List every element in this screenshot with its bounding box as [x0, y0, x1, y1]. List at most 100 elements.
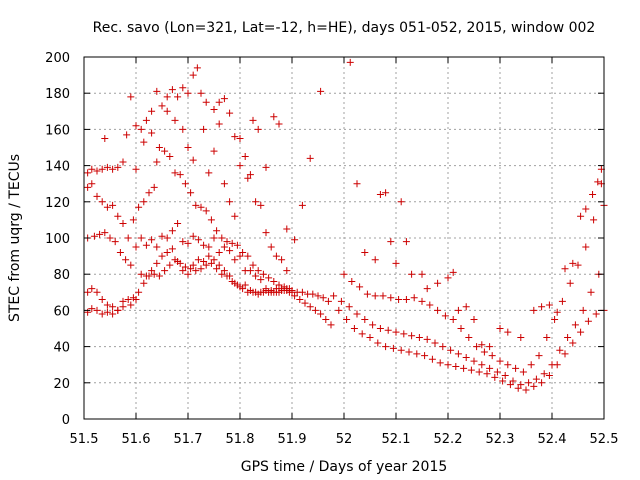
data-point: [272, 252, 280, 260]
data-point: [132, 296, 140, 304]
data-point: [158, 232, 166, 240]
data-point: [397, 198, 405, 206]
data-point: [514, 384, 522, 392]
data-point: [306, 303, 314, 311]
data-point: [140, 279, 148, 287]
data-point: [421, 352, 429, 360]
data-point: [462, 353, 470, 361]
data-point: [553, 361, 561, 369]
data-point: [545, 372, 553, 380]
data-point: [291, 292, 299, 300]
data-point: [202, 207, 210, 215]
data-point: [577, 328, 585, 336]
data-point: [200, 258, 208, 266]
data-point: [179, 125, 187, 133]
data-point: [153, 243, 161, 251]
data-point: [343, 315, 351, 323]
x-tick-label: 52: [336, 432, 353, 447]
data-point: [540, 370, 548, 378]
data-point: [330, 292, 338, 300]
data-point: [246, 286, 254, 294]
x-tick-label: 52.4: [538, 432, 567, 447]
data-point: [431, 339, 439, 347]
series-arc-high-early: [84, 64, 291, 275]
data-point: [283, 225, 291, 233]
data-point: [231, 256, 239, 264]
data-point: [457, 325, 465, 332]
data-point: [314, 292, 322, 300]
data-point: [423, 335, 431, 343]
data-point: [569, 339, 577, 347]
data-point: [140, 138, 148, 146]
x-tick-label: 51.6: [122, 432, 151, 447]
data-point: [111, 238, 119, 246]
data-point: [124, 234, 132, 242]
data-point: [561, 265, 569, 273]
data-point: [148, 129, 156, 137]
data-point: [366, 334, 374, 342]
data-point: [447, 346, 455, 354]
data-point: [530, 306, 538, 314]
data-point: [408, 332, 416, 340]
data-point: [231, 279, 239, 287]
data-point: [202, 98, 210, 106]
data-point: [135, 203, 143, 211]
data-point: [408, 270, 416, 278]
data-point: [244, 252, 252, 260]
data-point: [369, 321, 377, 329]
data-point: [473, 343, 481, 351]
chart-title: Rec. savo (Lon=321, Lat=-12, h=HE), days…: [93, 20, 596, 36]
data-point: [244, 174, 252, 182]
data-point: [449, 315, 457, 323]
data-point: [106, 234, 114, 242]
data-point: [475, 368, 483, 376]
data-point: [148, 107, 156, 115]
data-point: [119, 220, 127, 228]
data-point: [405, 348, 413, 356]
data-point: [98, 198, 106, 206]
data-point: [184, 239, 192, 247]
data-point: [353, 180, 361, 188]
data-point: [187, 265, 195, 273]
grid: [84, 57, 604, 419]
data-point: [283, 286, 291, 294]
data-point: [436, 359, 444, 367]
data-point: [454, 350, 462, 358]
data-point: [161, 147, 169, 155]
data-point: [153, 259, 161, 267]
data-point: [493, 368, 501, 376]
data-point: [317, 87, 325, 95]
data-point: [163, 107, 171, 115]
data-point: [371, 256, 379, 264]
data-point: [517, 381, 525, 389]
data-point: [275, 120, 283, 128]
data-point: [384, 326, 392, 334]
data-point: [189, 232, 197, 240]
x-tick-label: 51.9: [278, 432, 307, 447]
axis-ticks: [83, 56, 605, 420]
data-point: [345, 303, 353, 311]
data-point: [200, 241, 208, 249]
data-point: [441, 312, 449, 320]
data-point: [423, 285, 431, 293]
data-point: [189, 261, 197, 269]
data-point: [322, 315, 330, 323]
data-point: [192, 267, 200, 275]
data-point: [236, 252, 244, 260]
data-point: [382, 189, 390, 197]
y-axis-label: STEC from uqrg / TECUs: [7, 154, 23, 322]
data-point: [84, 308, 92, 316]
data-point: [137, 270, 145, 278]
data-point: [496, 357, 504, 365]
data-point: [426, 301, 434, 309]
data-point: [499, 377, 507, 385]
data-point: [327, 321, 335, 329]
data-point: [194, 256, 202, 264]
data-point: [210, 234, 218, 242]
data-point: [179, 267, 187, 275]
data-point: [460, 364, 468, 372]
data-point: [589, 191, 597, 199]
data-point: [434, 279, 442, 287]
data-point: [218, 234, 226, 242]
data-point: [127, 93, 135, 101]
